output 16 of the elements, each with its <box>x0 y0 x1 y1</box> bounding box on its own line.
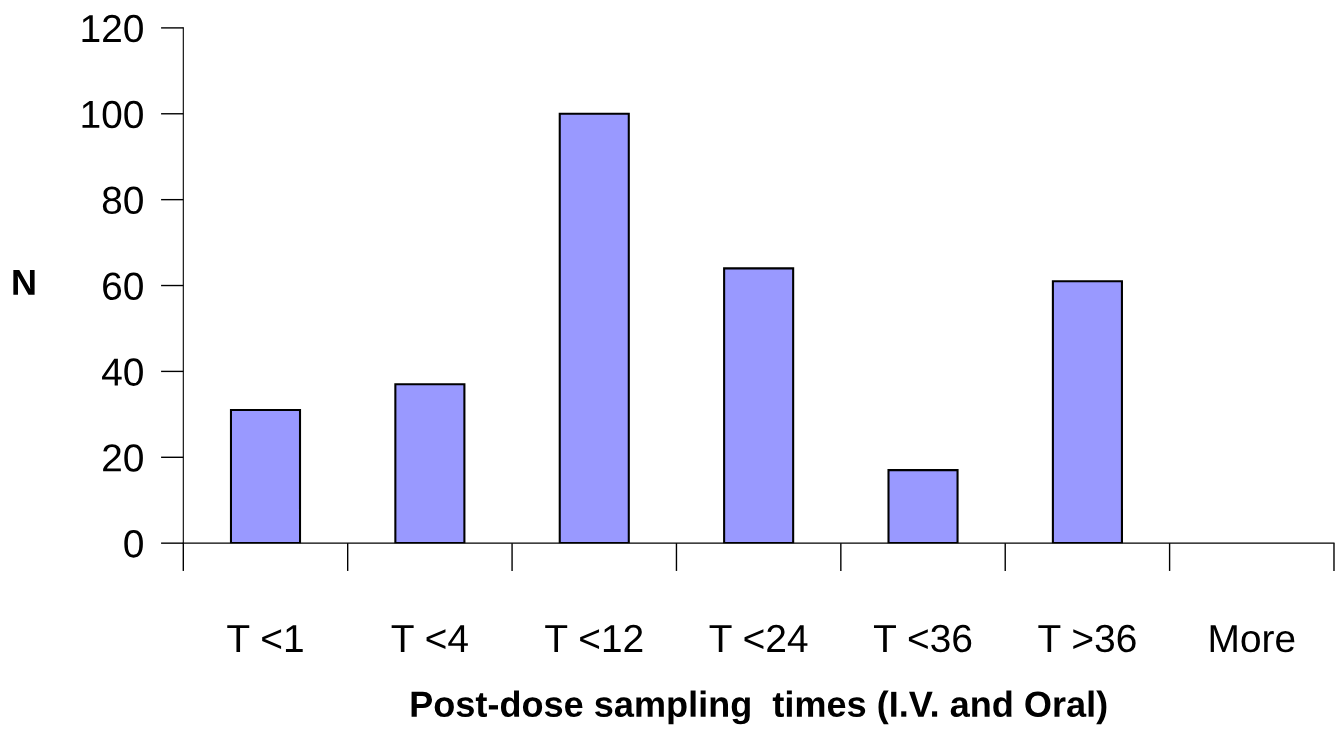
x-axis-title: Post-dose sampling times (I.V. and Oral) <box>411 690 1107 725</box>
y-tick-label: 0 <box>124 530 143 558</box>
y-tick-label: 120 <box>82 14 143 43</box>
y-axis-title: N <box>13 270 35 295</box>
x-tick-label: T <24 <box>709 624 808 652</box>
y-tick-label: 80 <box>102 186 143 215</box>
x-tick-label: T <4 <box>391 625 468 652</box>
x-tick-label: T <1 <box>227 625 303 652</box>
y-tick-label: 20 <box>103 444 143 472</box>
y-tick-label: 40 <box>102 358 143 386</box>
x-tick-label: T <12 <box>545 624 643 652</box>
x-tick-label: T >36 <box>1038 624 1136 653</box>
x-tick-label: T <36 <box>873 624 972 653</box>
x-tick-label: More <box>1210 625 1295 653</box>
y-tick-label: 100 <box>82 100 143 129</box>
y-tick-label: 60 <box>103 272 143 300</box>
